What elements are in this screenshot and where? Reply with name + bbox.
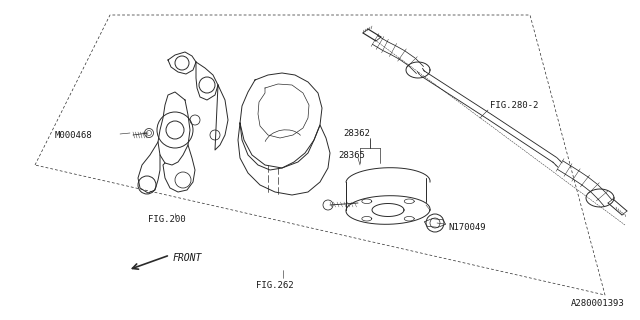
Text: A280001393: A280001393 (572, 299, 625, 308)
Text: FIG.280-2: FIG.280-2 (490, 100, 538, 109)
Text: 28362: 28362 (343, 129, 370, 138)
Text: FIG.262: FIG.262 (256, 281, 294, 290)
Text: M000468: M000468 (55, 131, 93, 140)
Text: FIG.200: FIG.200 (148, 215, 186, 225)
Text: 28365: 28365 (338, 150, 365, 159)
Text: N170049: N170049 (448, 223, 486, 233)
Text: FRONT: FRONT (173, 253, 202, 263)
